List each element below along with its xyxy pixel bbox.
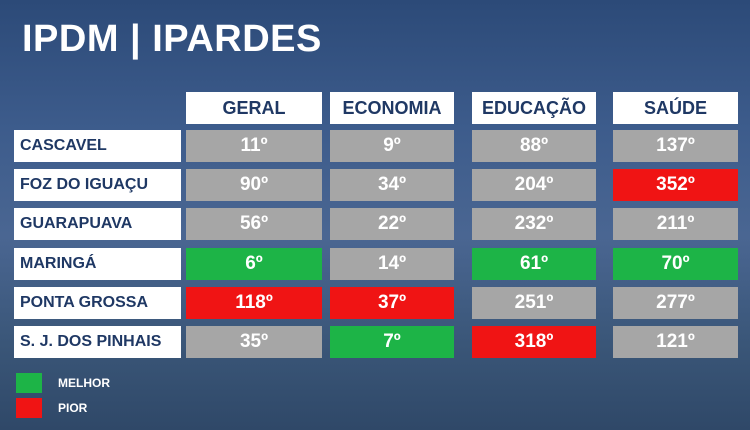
cell: 211º: [613, 208, 738, 241]
cell: 137º: [613, 130, 738, 162]
legend-swatch: [16, 373, 42, 393]
cell: 6º: [186, 247, 322, 280]
row-label: MARINGÁ: [14, 247, 181, 280]
cell: 118º: [186, 286, 322, 319]
legend-label: MELHOR: [58, 376, 110, 390]
cell: 70º: [613, 247, 738, 280]
cell: 232º: [472, 208, 596, 241]
cell: 35º: [186, 326, 322, 358]
cell: 22º: [330, 208, 454, 241]
cell: 204º: [472, 169, 596, 202]
cell: 251º: [472, 286, 596, 319]
cell: 121º: [613, 326, 738, 358]
legend-swatch: [16, 398, 42, 418]
cell: 352º: [613, 169, 738, 202]
row-label: S. J. DOS PINHAIS: [14, 326, 181, 358]
cell: 56º: [186, 208, 322, 241]
cell: 34º: [330, 169, 454, 202]
cell: 90º: [186, 169, 322, 202]
cell: 277º: [613, 286, 738, 319]
cell: 37º: [330, 286, 454, 319]
title: IPDM | IPARDES: [22, 18, 322, 60]
cell: 14º: [330, 247, 454, 280]
column-header: ECONOMIA: [330, 92, 454, 124]
column-header: GERAL: [186, 92, 322, 124]
cell: 9º: [330, 130, 454, 162]
cell: 61º: [472, 247, 596, 280]
row-label: FOZ DO IGUAÇU: [14, 169, 181, 202]
row-label: PONTA GROSSA: [14, 286, 181, 319]
cell: 318º: [472, 326, 596, 358]
column-header: EDUCAÇÃO: [472, 92, 596, 124]
row-label: GUARAPUAVA: [14, 208, 181, 241]
cell: 11º: [186, 130, 322, 162]
cell: 88º: [472, 130, 596, 162]
row-label: CASCAVEL: [14, 130, 181, 162]
column-header: SAÚDE: [613, 92, 738, 124]
legend-label: PIOR: [58, 401, 88, 415]
cell: 7º: [330, 326, 454, 358]
